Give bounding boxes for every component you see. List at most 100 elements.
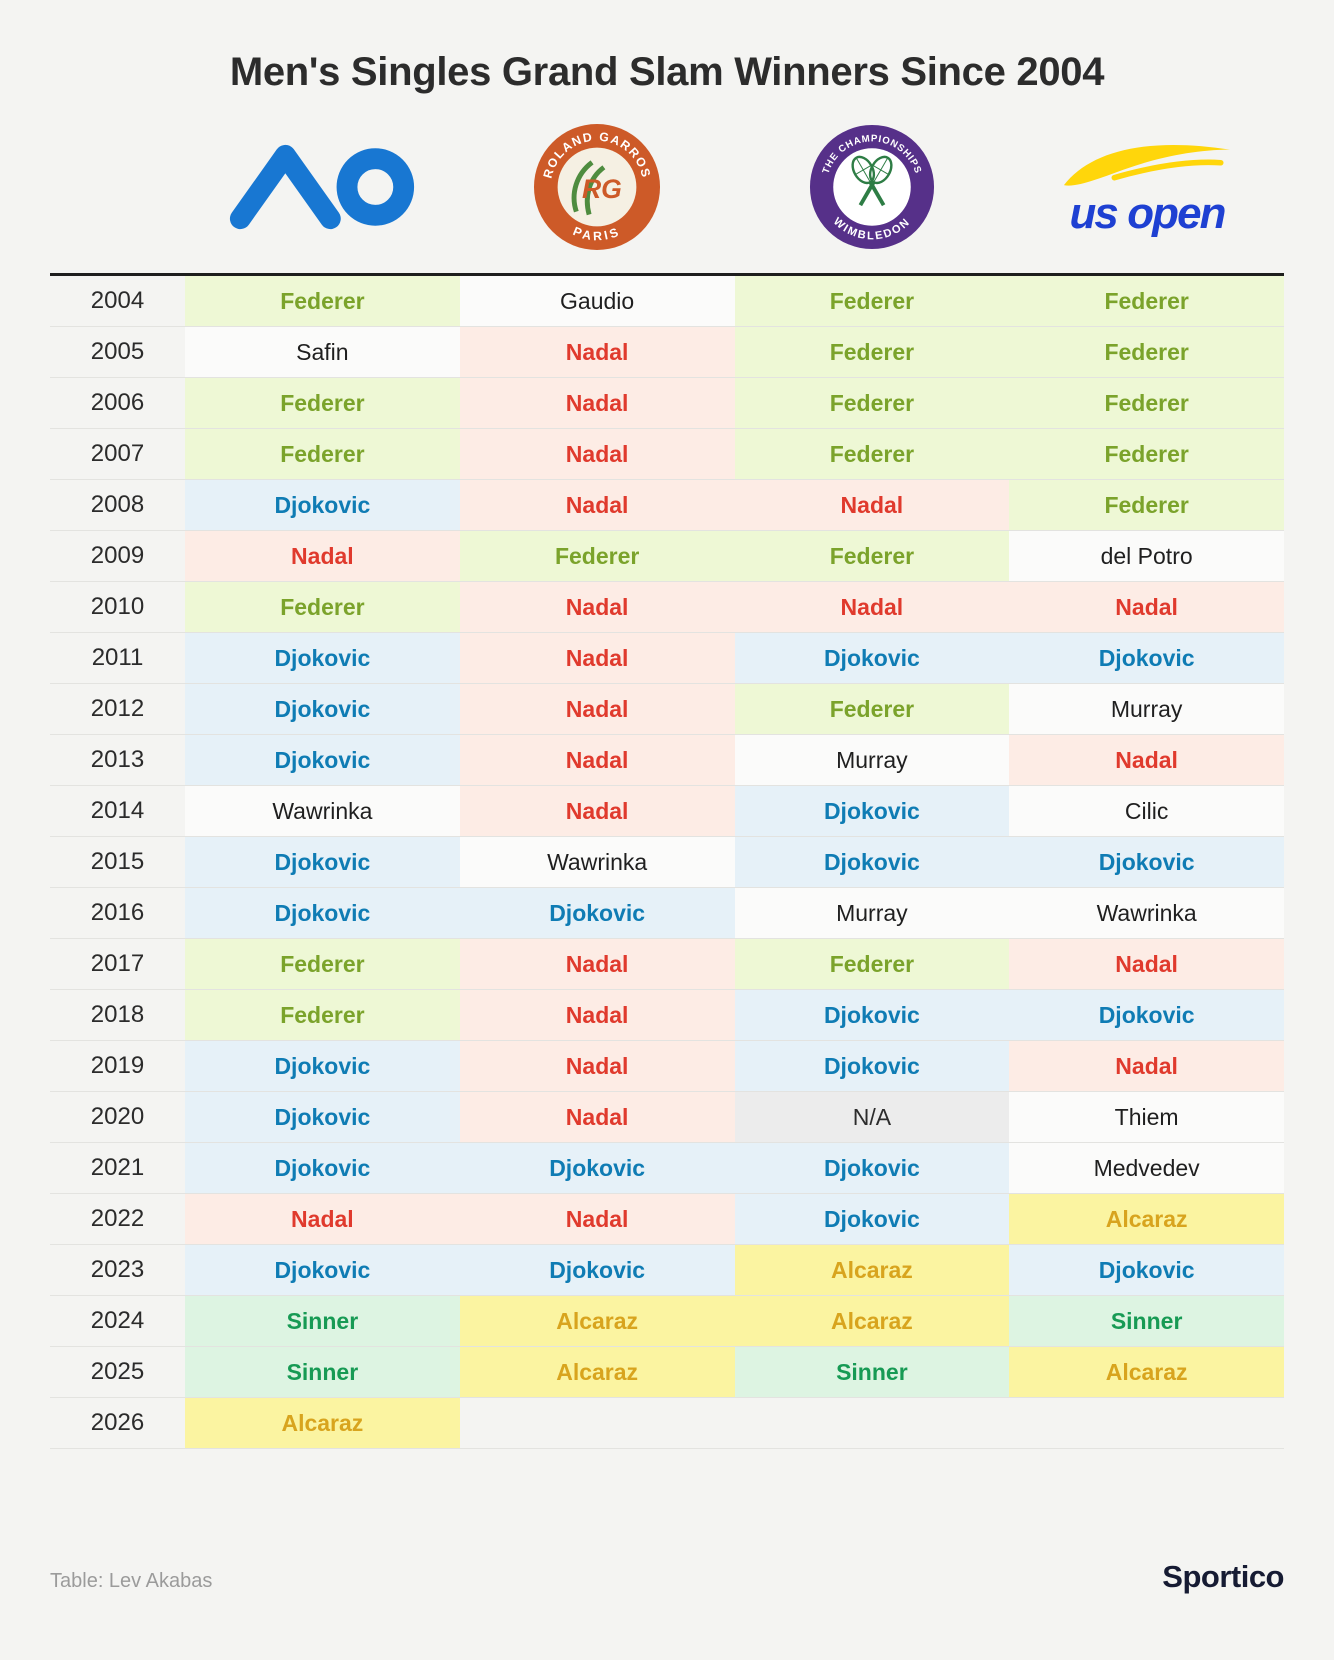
winner-cell: Federer xyxy=(185,582,460,632)
winner-cell: Djokovic xyxy=(1009,837,1284,887)
winner-cell: Murray xyxy=(734,735,1010,785)
winner-cell: Djokovic xyxy=(459,888,735,938)
winner-cell: Wawrinka xyxy=(459,837,735,887)
winner-cell: Nadal xyxy=(459,1041,735,1091)
winner-cell: Djokovic xyxy=(734,1041,1010,1091)
winner-cell: Safin xyxy=(185,327,460,377)
winner-cell: Sinner xyxy=(1009,1296,1284,1346)
winner-cell: Djokovic xyxy=(185,1092,460,1142)
table-row: 2018 Federer Nadal Djokovic Djokovic xyxy=(50,990,1284,1041)
winner-cell xyxy=(460,1398,735,1448)
winner-cell: Federer xyxy=(185,990,460,1040)
winner-cell: Nadal xyxy=(459,327,735,377)
table-row: 2021 Djokovic Djokovic Djokovic Medvedev xyxy=(50,1143,1284,1194)
page-title: Men's Singles Grand Slam Winners Since 2… xyxy=(229,50,1105,94)
header-divider xyxy=(50,273,1284,276)
year-label: 2010 xyxy=(90,593,145,620)
year-label: 2011 xyxy=(91,644,144,671)
year-label: 2021 xyxy=(90,1154,145,1181)
year-label: 2019 xyxy=(90,1052,145,1079)
table-row: 2005 Safin Nadal Federer Federer xyxy=(50,327,1284,378)
winner-cell: Djokovic xyxy=(734,633,1010,683)
winner-cell: Federer xyxy=(185,429,460,479)
winner-cell: Federer xyxy=(185,276,460,326)
winner-cell: Federer xyxy=(459,531,735,581)
winner-cell: Djokovic xyxy=(185,888,460,938)
winner-cell: Gaudio xyxy=(459,276,735,326)
winner-cell: Federer xyxy=(1009,327,1284,377)
winner-cell: Alcaraz xyxy=(459,1296,735,1346)
winner-cell: Federer xyxy=(734,939,1010,989)
winner-cell: Djokovic xyxy=(459,1143,735,1193)
wimbledon-logo: THE CHAMPIONSHIPS WIMBLEDON xyxy=(735,124,1010,250)
winner-cell: Djokovic xyxy=(185,1245,460,1295)
winner-cell: Federer xyxy=(734,276,1010,326)
winner-cell: Nadal xyxy=(459,684,735,734)
table-row: 2020 Djokovic Nadal N/A Thiem xyxy=(50,1092,1284,1143)
svg-text:PARIS: PARIS xyxy=(571,224,623,243)
winner-cell: Alcaraz xyxy=(734,1296,1010,1346)
winner-cell: Nadal xyxy=(1009,582,1284,632)
winner-cell: Djokovic xyxy=(185,735,460,785)
table-row: 2019 Djokovic Nadal Djokovic Nadal xyxy=(50,1041,1284,1092)
winner-cell: Alcaraz xyxy=(1009,1194,1284,1244)
table-row: 2025 Sinner Alcaraz Sinner Alcaraz xyxy=(50,1347,1284,1398)
winner-cell: Nadal xyxy=(1009,735,1284,785)
table-row: 2009 Nadal Federer Federer del Potro xyxy=(50,531,1284,582)
table-row: 2010 Federer Nadal Nadal Nadal xyxy=(50,582,1284,633)
year-label: 2022 xyxy=(90,1205,145,1232)
year-label: 2008 xyxy=(90,491,145,518)
us-open-logo: us open xyxy=(1009,133,1284,241)
year-label: 2014 xyxy=(90,797,145,824)
winner-cell: Nadal xyxy=(734,480,1010,530)
winner-cell: Djokovic xyxy=(459,1245,735,1295)
table-row: 2017 Federer Nadal Federer Nadal xyxy=(50,939,1284,990)
winner-cell: Djokovic xyxy=(1009,990,1284,1040)
table-row: 2007 Federer Nadal Federer Federer xyxy=(50,429,1284,480)
winner-cell xyxy=(1009,1398,1284,1448)
winner-cell: Alcaraz xyxy=(1009,1347,1284,1397)
winner-cell: Wawrinka xyxy=(185,786,460,836)
winner-cell: Medvedev xyxy=(1009,1143,1284,1193)
winner-cell: Federer xyxy=(734,531,1010,581)
australian-open-logo xyxy=(185,139,460,235)
year-label: 2004 xyxy=(90,287,145,314)
winner-cell: Nadal xyxy=(459,378,735,428)
table-row: 2014 Wawrinka Nadal Djokovic Cilic xyxy=(50,786,1284,837)
winner-cell: Alcaraz xyxy=(185,1398,460,1448)
winner-cell: Djokovic xyxy=(185,837,460,887)
winner-cell: N/A xyxy=(734,1092,1010,1142)
year-label: 2018 xyxy=(90,1001,145,1028)
year-label: 2013 xyxy=(90,746,145,773)
roland-garros-icon: ROLAND GARROS PARIS RG xyxy=(534,123,661,251)
winner-cell: Djokovic xyxy=(734,837,1010,887)
year-label: 2024 xyxy=(90,1307,145,1334)
winner-cell: Nadal xyxy=(459,1194,735,1244)
winner-cell: Nadal xyxy=(734,582,1010,632)
logo-header-row: ROLAND GARROS PARIS RG THE CHAMPIONSHIPS xyxy=(50,101,1284,273)
table-row: 2024 Sinner Alcaraz Alcaraz Sinner xyxy=(50,1296,1284,1347)
year-label: 2006 xyxy=(90,389,145,416)
winner-cell: Federer xyxy=(1009,480,1284,530)
table-row: 2011 Djokovic Nadal Djokovic Djokovic xyxy=(50,633,1284,684)
winner-cell: Federer xyxy=(185,378,460,428)
year-label: 2009 xyxy=(90,542,145,569)
winner-cell: Wawrinka xyxy=(1009,888,1284,938)
winner-cell: Thiem xyxy=(1009,1092,1284,1142)
winner-cell: del Potro xyxy=(1009,531,1284,581)
wimbledon-icon: THE CHAMPIONSHIPS WIMBLEDON xyxy=(809,124,934,250)
winner-cell: Nadal xyxy=(459,786,735,836)
winner-cell xyxy=(735,1398,1010,1448)
winner-cell: Nadal xyxy=(459,735,735,785)
table-row: 2004 Federer Gaudio Federer Federer xyxy=(50,276,1284,327)
year-label: 2020 xyxy=(90,1103,145,1130)
table-row: 2022 Nadal Nadal Djokovic Alcaraz xyxy=(50,1194,1284,1245)
winner-cell: Djokovic xyxy=(1009,633,1284,683)
winner-cell: Alcaraz xyxy=(734,1245,1010,1295)
us-open-icon: us open xyxy=(1063,144,1230,238)
winner-cell: Djokovic xyxy=(734,990,1010,1040)
winners-table: 2004 Federer Gaudio Federer Federer 2005 Safin… xyxy=(50,276,1284,1449)
winner-cell: Nadal xyxy=(459,939,735,989)
table-row: 2015 Djokovic Wawrinka Djokovic Djokovic xyxy=(50,837,1284,888)
year-label: 2023 xyxy=(90,1256,145,1283)
